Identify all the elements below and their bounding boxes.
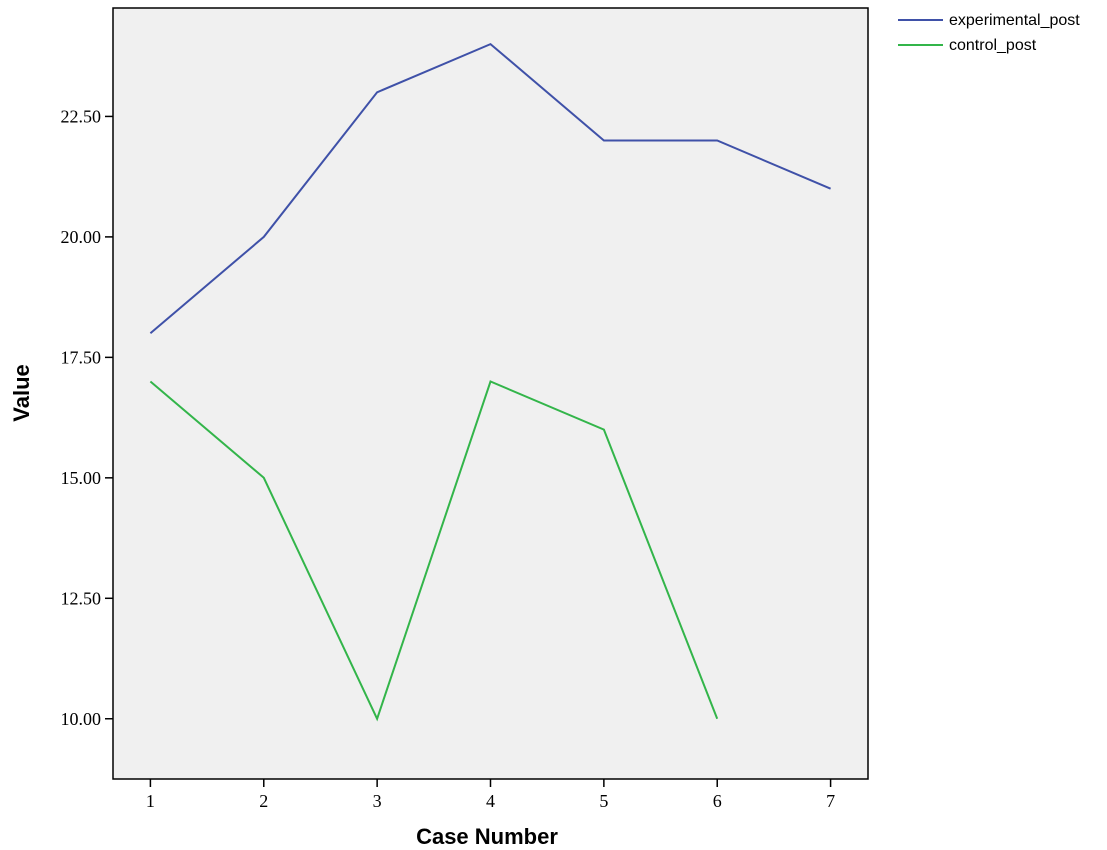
x-tick-label: 3 xyxy=(373,791,382,811)
y-tick-label: 12.50 xyxy=(61,588,102,608)
y-axis-title: Value xyxy=(9,364,34,421)
series-lines xyxy=(149,42,831,722)
y-axis: 10.00 12.50 15.00 17.50 20.00 22.50 xyxy=(61,106,113,729)
x-tick-label: 7 xyxy=(826,791,835,811)
x-tick-label: 4 xyxy=(486,791,495,811)
y-tick-label: 20.00 xyxy=(61,227,102,247)
plot-background xyxy=(112,7,869,780)
legend-label-control-post: control_post xyxy=(949,37,1037,54)
x-axis: 1 2 3 4 5 6 7 xyxy=(146,779,835,811)
series-line-control-post xyxy=(149,380,719,722)
x-tick-label: 5 xyxy=(599,791,608,811)
x-axis-title: Case Number xyxy=(416,824,558,849)
y-tick-label: 17.50 xyxy=(61,347,102,367)
x-tick-label: 6 xyxy=(713,791,722,811)
plot-area xyxy=(112,7,869,780)
y-tick-label: 15.00 xyxy=(61,468,102,488)
y-tick-label: 22.50 xyxy=(61,106,102,126)
x-tick-label: 1 xyxy=(146,791,155,811)
legend: experimental_post control_post xyxy=(898,12,1080,54)
legend-label-experimental-post: experimental_post xyxy=(949,12,1080,29)
series-line-experimental-post xyxy=(149,42,831,335)
x-tick-label: 2 xyxy=(259,791,268,811)
y-tick-label: 10.00 xyxy=(61,709,102,729)
